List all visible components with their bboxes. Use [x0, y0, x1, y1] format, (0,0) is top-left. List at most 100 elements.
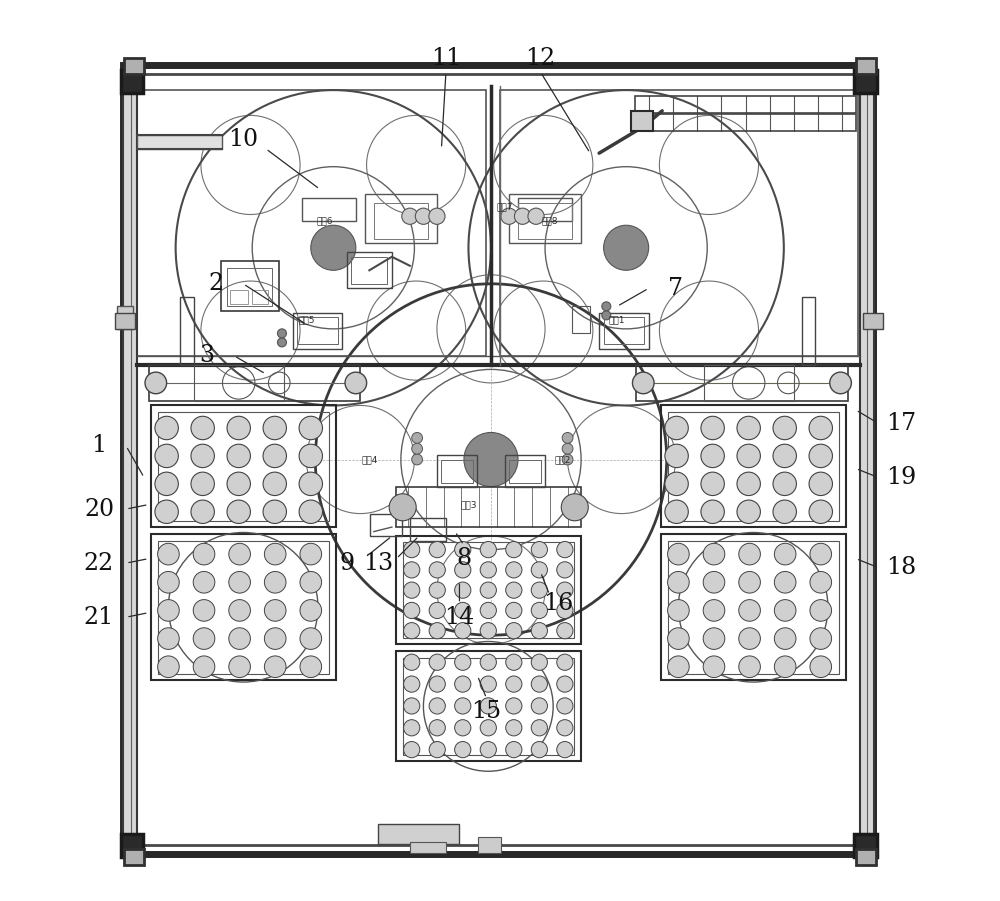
Text: 工位2: 工位2: [555, 455, 571, 464]
Bar: [123, 65, 873, 854]
Circle shape: [480, 623, 496, 639]
Circle shape: [531, 720, 547, 736]
Bar: [410, 842, 446, 853]
Circle shape: [531, 582, 547, 598]
Circle shape: [506, 623, 522, 639]
Text: 12: 12: [525, 47, 556, 70]
Text: 10: 10: [228, 128, 258, 151]
Bar: [518, 198, 572, 221]
Circle shape: [810, 628, 832, 650]
Text: 13: 13: [363, 551, 393, 575]
Circle shape: [739, 656, 760, 678]
Circle shape: [191, 444, 214, 468]
Bar: [604, 317, 644, 344]
Circle shape: [145, 372, 167, 394]
Circle shape: [810, 656, 832, 678]
Circle shape: [404, 542, 420, 558]
Circle shape: [404, 623, 420, 639]
Circle shape: [830, 372, 851, 394]
Bar: [396, 487, 581, 527]
Bar: [370, 514, 402, 536]
Circle shape: [229, 571, 250, 593]
Text: 8: 8: [456, 547, 472, 570]
Circle shape: [229, 656, 250, 678]
Circle shape: [739, 628, 760, 650]
Circle shape: [311, 225, 356, 270]
Circle shape: [412, 432, 423, 443]
Circle shape: [480, 542, 496, 558]
Circle shape: [404, 603, 420, 618]
Circle shape: [300, 600, 322, 622]
Circle shape: [455, 697, 471, 714]
Bar: [221, 261, 279, 311]
Circle shape: [557, 720, 573, 736]
Circle shape: [412, 454, 423, 465]
Circle shape: [264, 600, 286, 622]
Bar: [151, 534, 336, 680]
Circle shape: [701, 500, 724, 523]
Text: 14: 14: [444, 605, 475, 629]
Circle shape: [193, 628, 215, 650]
Circle shape: [665, 416, 688, 440]
Circle shape: [158, 656, 179, 678]
Circle shape: [506, 676, 522, 692]
Circle shape: [809, 500, 832, 523]
Circle shape: [404, 654, 420, 670]
Bar: [297, 317, 338, 344]
Circle shape: [737, 416, 760, 440]
Circle shape: [604, 225, 649, 270]
Bar: [509, 460, 541, 483]
Circle shape: [429, 720, 445, 736]
Circle shape: [429, 676, 445, 692]
Bar: [572, 306, 590, 333]
Bar: [137, 135, 222, 149]
Circle shape: [480, 742, 496, 758]
Circle shape: [514, 208, 531, 224]
Circle shape: [531, 603, 547, 618]
Circle shape: [429, 208, 445, 224]
Circle shape: [429, 623, 445, 639]
Circle shape: [531, 654, 547, 670]
Circle shape: [701, 416, 724, 440]
Circle shape: [277, 329, 286, 338]
Circle shape: [480, 697, 496, 714]
Circle shape: [227, 416, 250, 440]
Circle shape: [227, 444, 250, 468]
Circle shape: [774, 628, 796, 650]
Bar: [860, 74, 874, 845]
Text: 工位1: 工位1: [609, 315, 625, 324]
Circle shape: [155, 416, 178, 440]
Circle shape: [299, 416, 323, 440]
Circle shape: [191, 500, 214, 523]
Circle shape: [193, 600, 215, 622]
Circle shape: [739, 543, 760, 565]
Circle shape: [562, 443, 573, 454]
Bar: [121, 834, 143, 857]
Circle shape: [464, 432, 518, 487]
Circle shape: [774, 571, 796, 593]
Text: 22: 22: [84, 551, 114, 575]
Circle shape: [404, 720, 420, 736]
Circle shape: [263, 500, 286, 523]
Text: 工位4: 工位4: [361, 455, 378, 464]
Circle shape: [455, 623, 471, 639]
Circle shape: [703, 600, 725, 622]
Bar: [365, 194, 437, 243]
Circle shape: [809, 444, 832, 468]
Bar: [509, 194, 581, 243]
Bar: [293, 313, 342, 349]
Circle shape: [506, 697, 522, 714]
Text: 9: 9: [339, 551, 354, 575]
Circle shape: [300, 628, 322, 650]
Circle shape: [404, 562, 420, 578]
Circle shape: [155, 500, 178, 523]
Circle shape: [557, 623, 573, 639]
Bar: [856, 849, 876, 865]
Bar: [158, 541, 329, 674]
Circle shape: [557, 582, 573, 598]
Circle shape: [193, 543, 215, 565]
Circle shape: [480, 654, 496, 670]
Circle shape: [701, 444, 724, 468]
Circle shape: [429, 603, 445, 618]
Circle shape: [158, 600, 179, 622]
